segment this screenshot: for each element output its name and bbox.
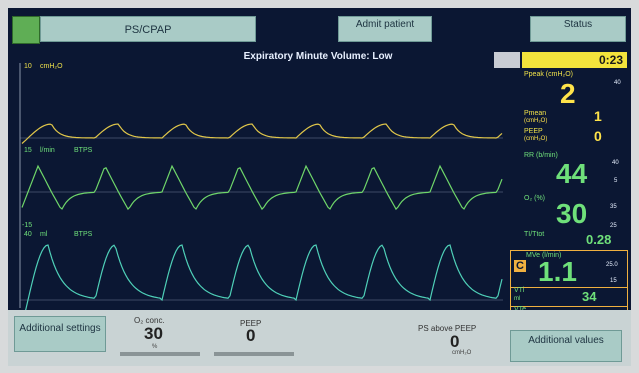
ref-label: BTPS [74,147,93,154]
param-value: 2 [560,78,576,109]
waveform-area [19,63,503,326]
mode-button[interactable]: PS/CPAP [40,16,256,42]
setting-value: 0 [450,332,460,351]
scale-label: 10 [24,63,32,70]
param-value: 44 [556,158,588,189]
param-label: O₂ (%) [524,195,545,202]
param-value: 0.28 [586,232,612,247]
unit-label: ml [40,231,48,238]
alarm-limit: 15 [610,278,617,284]
alarm-limit: 40 [612,160,619,166]
additional-settings-button[interactable]: Additional settings [14,316,106,352]
setting-value: 0 [246,326,256,345]
additional-values-button[interactable]: Additional values [510,330,622,362]
setting-value: 30 [144,324,163,343]
param-unit: (cmH₂O) [524,118,548,124]
patient-icon[interactable] [12,16,40,44]
alarm-limit: 40 [614,80,621,86]
param-label: RR (b/min) [524,152,558,159]
param-label: PEEP [524,128,543,135]
bell-icon[interactable] [494,52,520,68]
param-label: Pmean [524,110,547,117]
scale-label: 15 [24,147,32,154]
slider[interactable] [214,352,294,356]
param-value: 1.1 [538,256,577,287]
ref-label: BTPS [74,231,93,238]
alarm-message: Expiratory Minute Volume: Low [243,51,393,62]
setting-label: PEEP [240,319,262,328]
param-value: 0 [594,128,602,144]
param-value: 30 [556,198,588,229]
vti-box [510,287,628,307]
scale-label: -15 [22,222,33,229]
alarm-limit: 25.0 [606,262,618,268]
slider[interactable] [120,352,200,356]
scale-label: 40 [24,231,32,238]
param-label: VTe [514,306,526,313]
unit-label: l/min [40,147,55,154]
setting-label: PS above PEEP [418,324,477,333]
status-button[interactable]: Status [530,16,626,42]
param-unit: (cmH₂O) [524,136,548,142]
alarm-timer[interactable]: 0:23 [522,52,627,68]
mode-indicator: C [514,260,526,272]
param-unit: ml [514,296,521,302]
alarm-limit: 5 [614,178,618,184]
flow-wave [21,164,503,211]
admit-button[interactable]: Admit patient [338,16,432,42]
setting-label: O₂ conc. [134,316,165,325]
param-value: 34 [582,289,597,304]
param-label: TI/Ttot [524,231,545,238]
param-label: Ppeak (cmH₂O) [524,71,574,78]
param-label: MVe (l/min) [526,252,562,259]
param-label: VTi [514,287,525,294]
setting-unit: cmH₂O [452,350,472,356]
alarm-limit: 25 [610,223,617,229]
alarm-limit: 35 [610,204,617,210]
volume-wave [21,244,503,326]
unit-label: cmH₂O [40,63,63,70]
screen: PS/CPAP Admit patient Status Expiratory … [8,8,631,366]
setting-unit: % [152,344,158,350]
param-value: 1 [594,108,602,124]
pressure-wave [21,123,503,144]
